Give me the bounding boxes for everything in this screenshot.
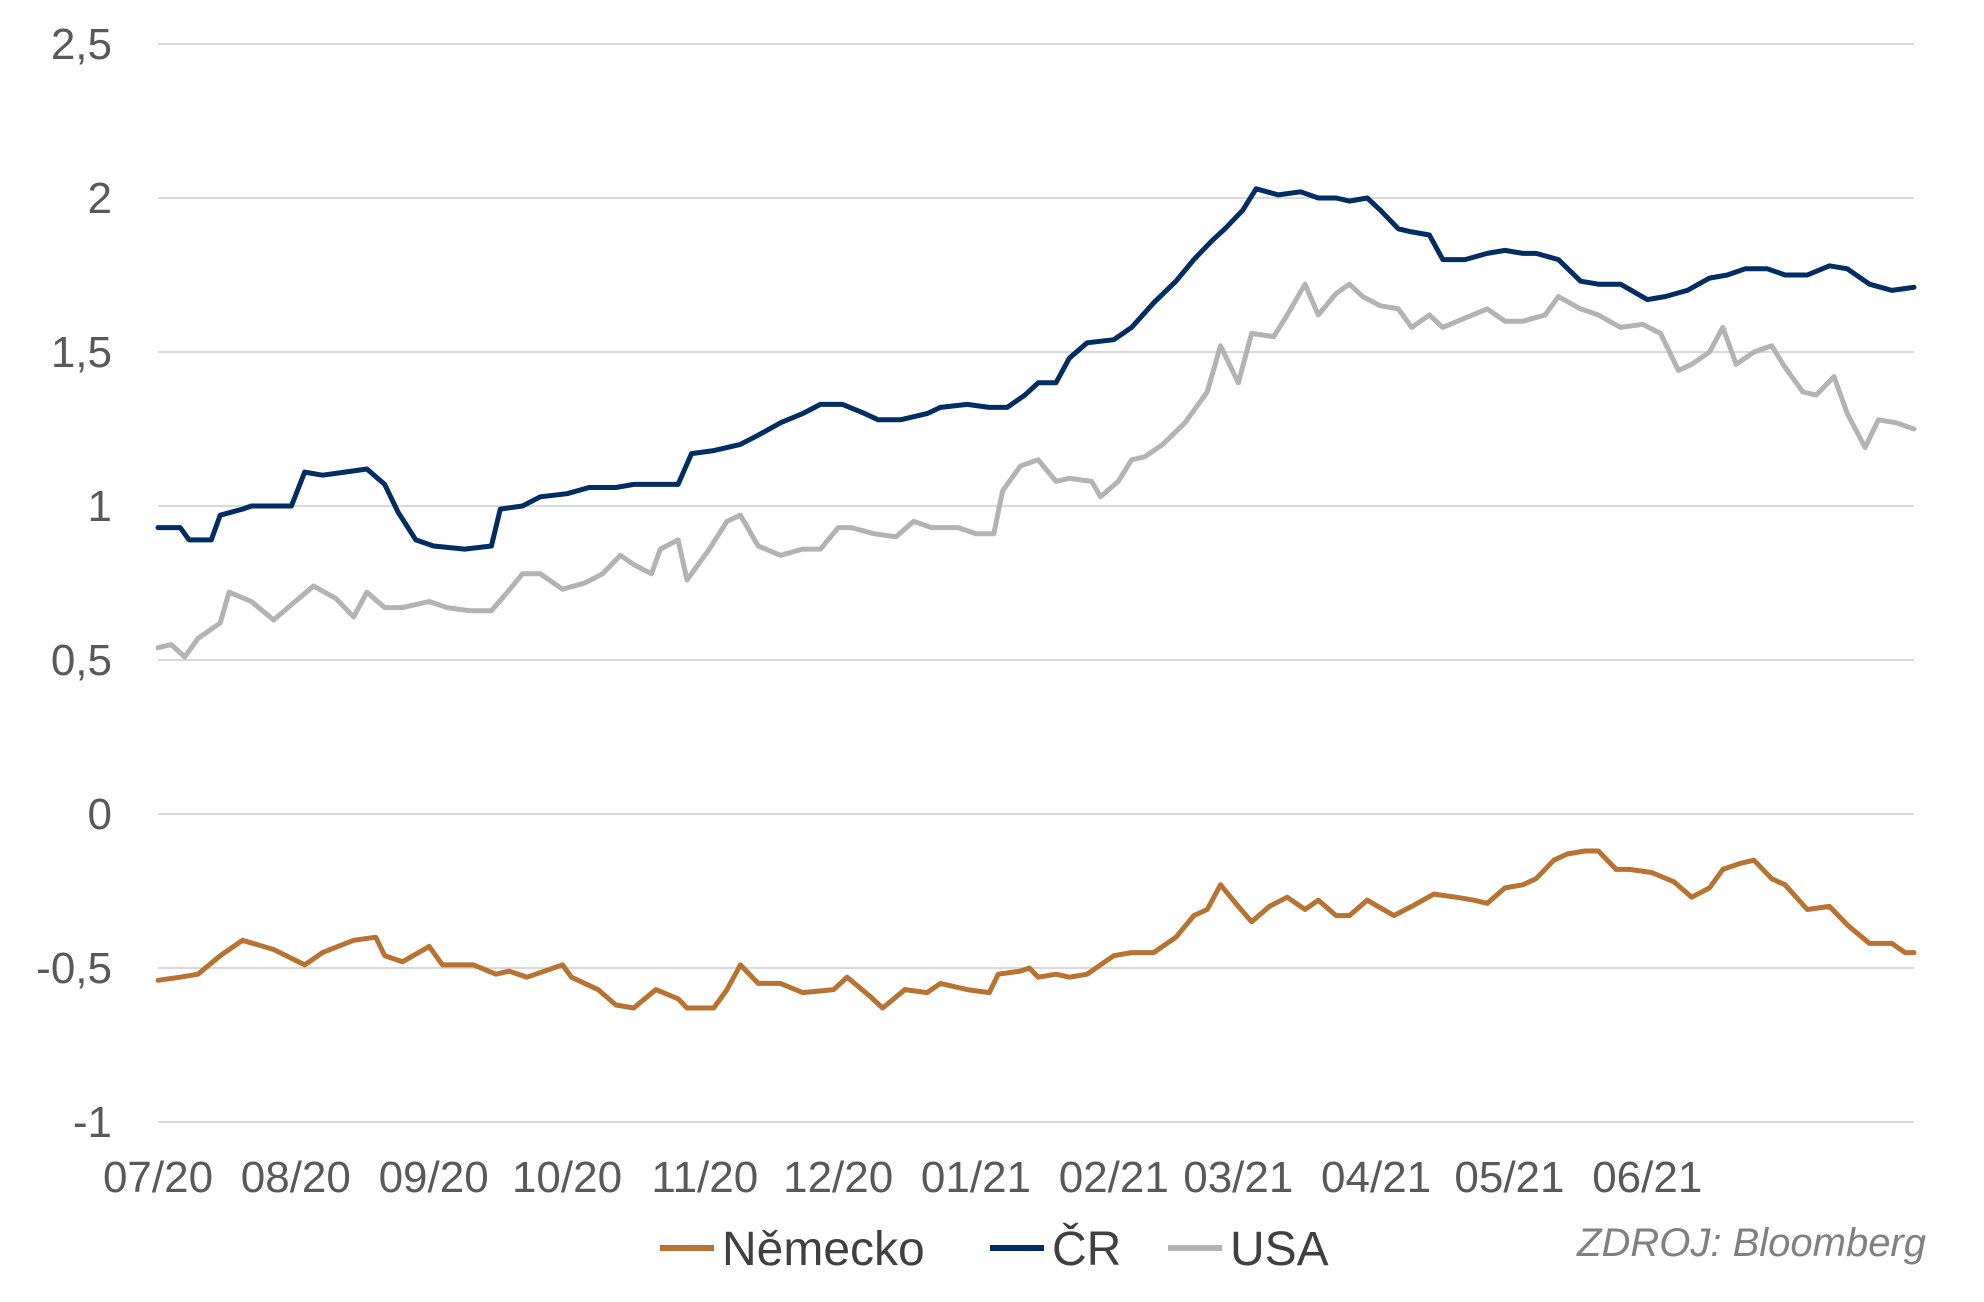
y-tick-label: 1 (88, 482, 112, 531)
series-line-2 (155, 281, 1917, 660)
legend-label: USA (1230, 1223, 1329, 1276)
y-tick-label: 2 (88, 174, 112, 223)
legend-label: ČR (1052, 1222, 1121, 1276)
x-tick-label: 09/20 (379, 1153, 489, 1202)
series-line-0 (155, 848, 1917, 1011)
y-tick-label: 0 (88, 790, 112, 839)
y-tick-label: 2,5 (51, 20, 112, 69)
x-tick-label: 02/21 (1059, 1153, 1169, 1202)
x-tick-label: 06/21 (1592, 1153, 1702, 1202)
x-tick-label: 08/20 (241, 1153, 351, 1202)
series-line-1 (155, 186, 1917, 552)
series-lines (155, 186, 1917, 1011)
x-tick-label: 10/20 (512, 1153, 622, 1202)
y-tick-label: 0,5 (51, 636, 112, 685)
x-tick-label: 11/20 (651, 1153, 758, 1202)
x-tick-label: 12/20 (783, 1153, 893, 1202)
x-tick-label: 05/21 (1454, 1153, 1564, 1202)
x-tick-label: 07/20 (103, 1153, 213, 1202)
x-tick-label: 03/21 (1183, 1153, 1293, 1202)
source-note: ZDROJ: Bloomberg (1576, 1221, 1926, 1265)
y-tick-label: -0,5 (36, 944, 112, 993)
legend-label: Německo (722, 1223, 925, 1276)
x-axis-ticks: 07/20 08/20 09/20 10/20 11/20 12/20 01/21 02/21… (103, 1153, 1702, 1202)
x-tick-label: 04/21 (1321, 1153, 1431, 1202)
y-axis-ticks: 2,5 2 1,5 1 0,5 0 -0,5 -1 (36, 20, 112, 1147)
legend: Německo ČR USA (660, 1222, 1329, 1276)
gridlines (158, 43, 1914, 1123)
y-tick-label: -1 (73, 1098, 112, 1147)
y-tick-label: 1,5 (51, 328, 112, 377)
x-tick-label: 01/21 (921, 1153, 1031, 1202)
